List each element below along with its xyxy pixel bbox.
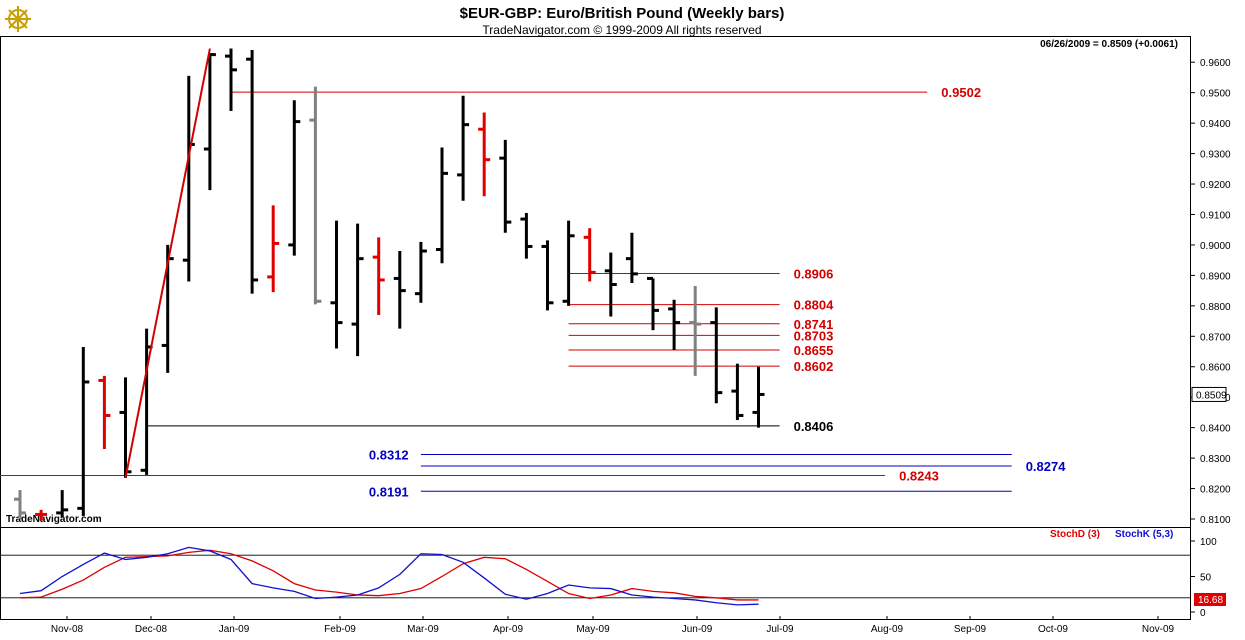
stoch-last-tag: 16.68	[1194, 593, 1226, 606]
svg-text:0.8509: 0.8509	[1196, 390, 1227, 401]
price-tick-label: 0.9200	[1200, 180, 1231, 191]
trendline	[124, 48, 211, 479]
level-label: 0.8602	[794, 359, 834, 374]
stoch-series-line	[19, 546, 759, 606]
price-tick-label: 0.8400	[1200, 424, 1231, 435]
date-axis: Nov-08 Dec-08 Jan-09 Feb-09 Mar-09 Apr-09 May-…	[51, 616, 1175, 635]
quote-readout: 06/26/2009 = 0.8509 (+0.0061)	[1040, 39, 1178, 50]
legend-stoch-k: StochK (5,3)	[1115, 529, 1173, 540]
level-label: 0.8191	[369, 484, 409, 499]
legend-stoch-d: StochD (3)	[1050, 529, 1100, 540]
level-label: 0.9502	[941, 85, 981, 100]
stoch-tick-label: 50	[1200, 573, 1212, 584]
copyright-subtitle: TradeNavigator.com © 1999-2009 All right…	[482, 23, 761, 37]
level-label: 0.8655	[794, 343, 834, 358]
date-tick-label: Sep-09	[954, 624, 987, 635]
date-tick-label: Apr-09	[493, 624, 523, 635]
price-tick-label: 0.8100	[1200, 515, 1231, 526]
date-tick-label: Dec-08	[135, 624, 168, 635]
price-tick-label: 0.9300	[1200, 150, 1231, 161]
date-tick-label: Jun-09	[682, 624, 713, 635]
watermark: TradeNavigator.com	[6, 514, 102, 525]
stochastic-panel: 100 50 0	[0, 537, 1217, 619]
level-label: 0.8703	[794, 328, 834, 343]
level-label: 0.8741	[794, 317, 834, 332]
level-label: 0.8804	[794, 298, 835, 313]
price-tick-label: 0.9000	[1200, 241, 1231, 252]
stoch-panel-frame	[0, 527, 1191, 620]
date-tick-label: Mar-09	[407, 624, 439, 635]
date-tick-label: Jan-09	[219, 624, 250, 635]
price-tick-label: 0.9100	[1200, 210, 1231, 221]
stoch-tick-label: 0	[1200, 608, 1206, 619]
level-label: 0.8243	[899, 468, 939, 483]
date-tick-label: Oct-09	[1038, 624, 1068, 635]
price-tick-label: 0.9400	[1200, 119, 1231, 130]
stoch-tick-label: 100	[1200, 537, 1217, 548]
price-tick-label: 0.9600	[1200, 58, 1231, 69]
price-axis: 0.9600 0.9500 0.9400 0.9300 0.9200 0.9100 0.90…	[1190, 58, 1231, 526]
price-tick-label: 0.8900	[1200, 271, 1231, 282]
date-tick-label: Nov-09	[1142, 624, 1175, 635]
price-bars	[14, 48, 765, 521]
price-tick-label: 0.8200	[1200, 485, 1231, 496]
date-tick-label: May-09	[576, 624, 610, 635]
date-tick-label: Nov-08	[51, 624, 84, 635]
price-tick-label: 0.8300	[1200, 454, 1231, 465]
level-label: 0.8274	[1026, 459, 1067, 474]
price-tick-label: 0.9500	[1200, 89, 1231, 100]
date-tick-label: Aug-09	[871, 624, 904, 635]
level-label: 0.8906	[794, 267, 834, 282]
stoch-series-line	[19, 549, 759, 601]
trendline-layer	[124, 48, 211, 479]
price-panel-frame	[0, 36, 1191, 528]
level-label: 0.8406	[794, 419, 834, 434]
last-price-tag: 0.8509	[1191, 386, 1227, 402]
price-tick-label: 0.8700	[1200, 332, 1231, 343]
date-tick-label: Jul-09	[766, 624, 794, 635]
price-tick-label: 0.8800	[1200, 302, 1231, 313]
price-tick-label: 0.8600	[1200, 363, 1231, 374]
svg-text:16.68: 16.68	[1198, 595, 1223, 606]
chart-title: $EUR-GBP: Euro/British Pound (Weekly bar…	[460, 5, 785, 22]
level-label: 0.8312	[369, 447, 409, 462]
ship-wheel-icon	[5, 6, 31, 32]
date-tick-label: Feb-09	[324, 624, 356, 635]
